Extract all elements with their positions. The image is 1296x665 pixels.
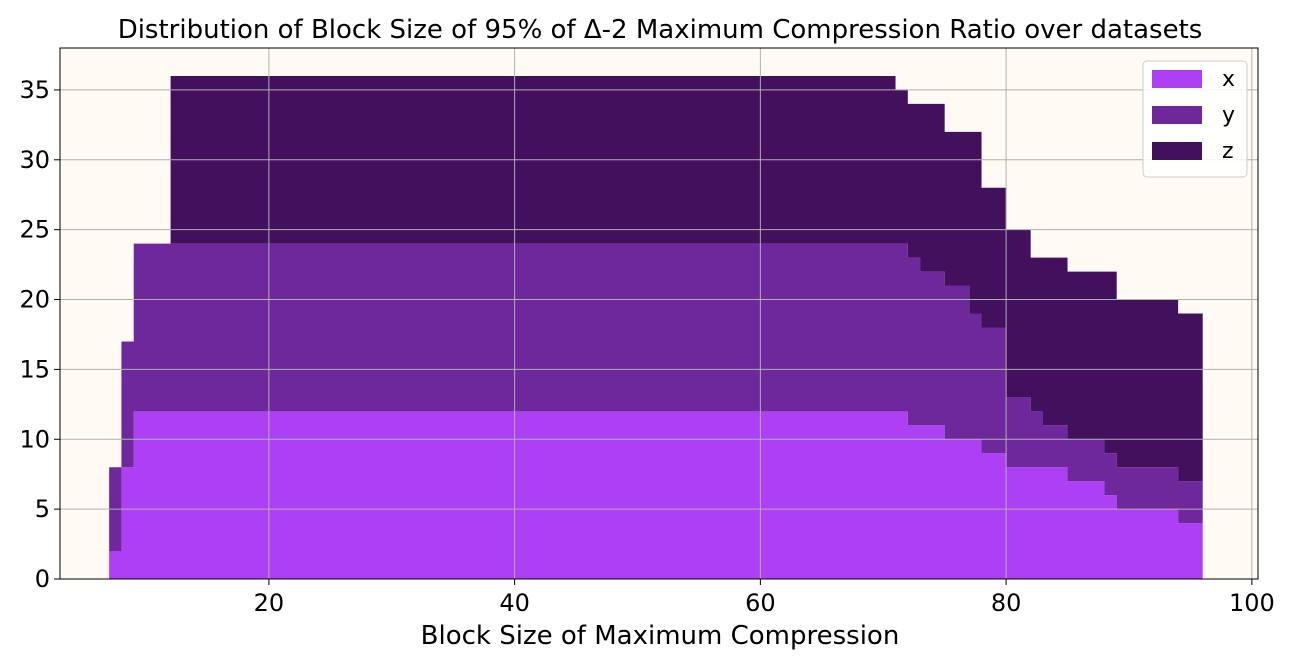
x-tick-label: 20 xyxy=(254,589,285,617)
x-tick-label: 80 xyxy=(991,589,1022,617)
y-tick-label: 25 xyxy=(19,216,50,244)
series-area-z xyxy=(109,75,1203,482)
y-tick-label: 10 xyxy=(19,425,50,453)
legend-label-z: z xyxy=(1222,139,1234,164)
y-tick-label: 20 xyxy=(19,286,50,314)
y-tick-label: 5 xyxy=(35,495,50,523)
legend: xyz xyxy=(1142,60,1248,178)
x-tick-label: 60 xyxy=(745,589,776,617)
y-tick-label: 0 xyxy=(35,565,50,593)
y-ticks: 0 5 10 15 20 25 30 35 xyxy=(19,76,60,593)
series-area-x xyxy=(109,411,1203,579)
legend-label-x: x xyxy=(1222,67,1235,92)
series-area-y xyxy=(109,243,1203,552)
y-tick-label: 15 xyxy=(19,355,50,383)
x-ticks: 20 40 60 80 100 xyxy=(254,579,1275,617)
legend-swatch-x xyxy=(1152,70,1202,88)
y-tick-label: 30 xyxy=(19,146,50,174)
grid-layer xyxy=(60,48,1258,580)
x-tick-label: 100 xyxy=(1229,589,1275,617)
legend-label-y: y xyxy=(1222,103,1235,128)
area-layer xyxy=(109,75,1203,579)
legend-swatch-y xyxy=(1152,106,1202,124)
plot-frame xyxy=(59,47,1259,580)
x-tick-label: 40 xyxy=(499,589,530,617)
chart-title: Distribution of Block Size of 95% of Δ-2… xyxy=(118,15,1203,45)
legend-swatch-z xyxy=(1152,142,1202,160)
y-tick-label: 35 xyxy=(19,76,50,104)
x-axis-label: Block Size of Maximum Compression xyxy=(421,621,900,651)
